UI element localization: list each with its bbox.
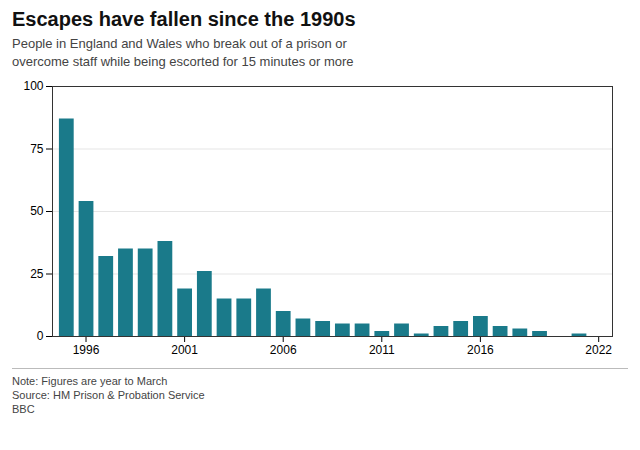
html-text:Source: HM Prison & Probation: Source: HM Prison & Probation Service	[12, 389, 205, 402]
svg-text:1996: 1996	[73, 343, 100, 357]
html-text:Note: Figures are year to Marc: Note: Figures are year to March	[12, 375, 168, 388]
svg-text:75: 75	[30, 142, 44, 156]
svg-text:2011: 2011	[369, 343, 395, 357]
svg-text:25: 25	[30, 267, 44, 281]
svg-text:2001: 2001	[171, 343, 198, 357]
html-text:BBC: BBC	[12, 403, 35, 416]
svg-text:100: 100	[23, 79, 43, 93]
svg-text:0: 0	[37, 329, 44, 343]
html-text:Escapes have fallen since the: Escapes have fallen since the 1990s	[12, 8, 356, 30]
svg-text:2016: 2016	[467, 343, 494, 357]
svg-text:2022: 2022	[585, 343, 612, 357]
svg-text:2006: 2006	[270, 343, 297, 357]
svg-text:50: 50	[30, 204, 44, 218]
html-text:People in England and Wales wh: People in England and Wales who break ou…	[12, 36, 354, 69]
